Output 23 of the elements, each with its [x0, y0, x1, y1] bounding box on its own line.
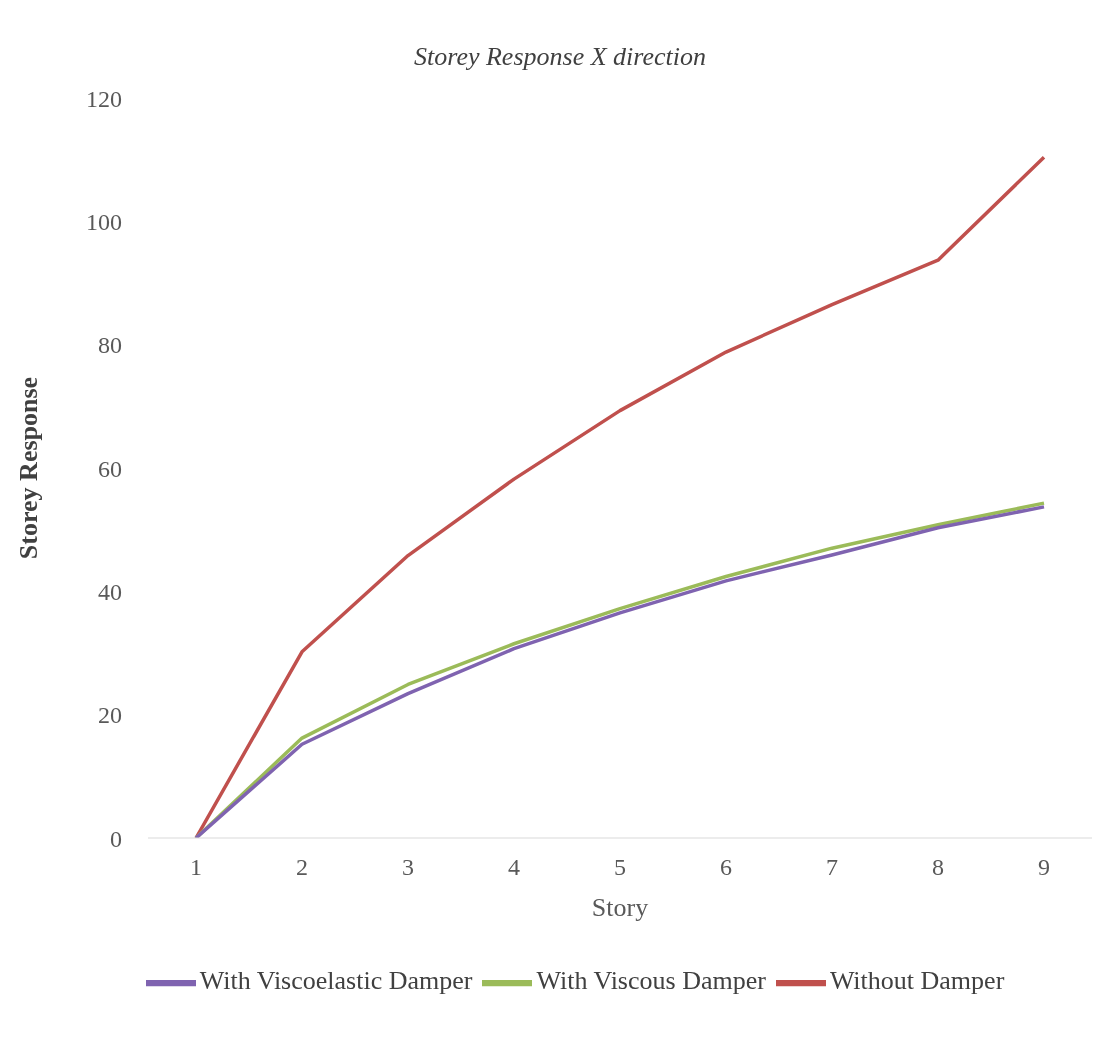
legend-label: With Viscoelastic Damper — [199, 965, 473, 995]
x-tick-label: 2 — [296, 854, 308, 881]
y-tick-label: 60 — [98, 455, 122, 482]
x-axis-title: Story — [591, 893, 649, 923]
x-tick-label: 1 — [190, 854, 202, 881]
x-tick-label: 9 — [1038, 854, 1050, 881]
y-tick-label: 80 — [98, 332, 122, 359]
y-tick-label: 40 — [98, 578, 122, 605]
legend-label: With Viscous Damper — [536, 965, 766, 995]
line-series — [194, 155, 1046, 838]
y-tick-label: 20 — [98, 702, 122, 729]
x-tick-label: 8 — [932, 854, 944, 881]
y-axis-title: Storey Response — [14, 376, 44, 560]
chart-title: Storey Response X direction — [413, 42, 707, 72]
x-tick-label: 3 — [402, 854, 414, 881]
y-tick-label: 120 — [86, 85, 122, 112]
x-tick-label: 5 — [614, 854, 626, 881]
x-tick-label: 7 — [826, 854, 838, 881]
x-tick-label: 4 — [508, 854, 520, 881]
y-tick-label: 100 — [86, 208, 122, 235]
legend-label: Without Damper — [829, 965, 1005, 995]
y-tick-label: 0 — [110, 825, 122, 852]
x-tick-label: 6 — [720, 854, 732, 881]
